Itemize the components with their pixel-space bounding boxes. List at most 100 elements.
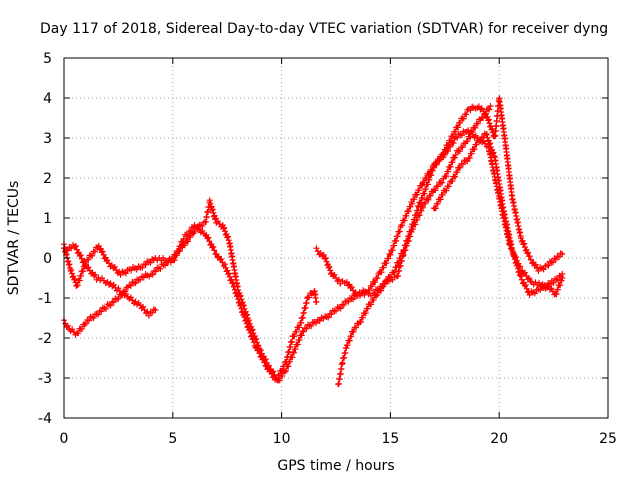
data-point <box>385 255 392 262</box>
data-point <box>328 311 335 318</box>
data-point <box>467 107 474 114</box>
data-point <box>485 117 492 124</box>
data-point <box>450 140 457 146</box>
data-point <box>531 290 538 297</box>
data-point <box>119 292 126 299</box>
data-point <box>72 243 79 250</box>
data-point <box>241 305 248 312</box>
data-point <box>107 302 114 309</box>
data-point <box>181 242 188 249</box>
data-point <box>274 376 281 383</box>
data-point <box>452 151 459 158</box>
data-point <box>298 332 305 339</box>
data-point <box>243 312 250 319</box>
data-point <box>296 336 303 343</box>
data-point <box>432 187 439 194</box>
y-axis-label: SDTVAR / TECUs <box>6 181 22 296</box>
data-point <box>281 363 288 370</box>
data-point <box>490 149 497 156</box>
data-point <box>162 262 169 269</box>
data-point <box>405 233 412 240</box>
data-point <box>391 242 398 249</box>
data-point <box>455 124 462 131</box>
data-point <box>439 179 446 186</box>
data-point <box>102 305 109 312</box>
series-track-2 <box>61 241 159 319</box>
data-point <box>348 284 355 291</box>
data-point <box>80 258 87 265</box>
data-point <box>128 267 135 274</box>
data-point <box>522 282 529 289</box>
data-point <box>526 275 533 282</box>
data-point <box>489 146 496 153</box>
data-point <box>132 280 139 287</box>
data-point <box>64 322 71 329</box>
plot-frame <box>63 57 609 419</box>
data-point <box>433 160 440 167</box>
y-tick-label: 5 <box>43 51 52 67</box>
data-point <box>320 251 327 258</box>
data-point <box>472 124 479 131</box>
data-point <box>265 362 272 369</box>
data-point <box>486 141 493 148</box>
data-point <box>535 267 542 274</box>
data-point <box>545 262 552 269</box>
data-point <box>402 242 409 249</box>
data-point <box>218 256 225 263</box>
data-point <box>521 240 528 247</box>
data-point <box>303 325 310 332</box>
data-point <box>137 276 144 283</box>
data-point <box>526 253 533 260</box>
data-point <box>291 333 298 340</box>
data-point <box>485 137 492 144</box>
data-point <box>440 151 447 158</box>
data-point <box>429 167 436 174</box>
data-point <box>486 120 493 127</box>
data-point <box>474 120 481 127</box>
y-tick-label: -3 <box>38 371 52 387</box>
data-point <box>383 260 390 267</box>
data-point <box>378 269 385 276</box>
data-point <box>313 299 320 305</box>
data-point <box>139 264 146 271</box>
data-point <box>99 248 106 255</box>
data-point <box>152 268 159 275</box>
data-point <box>405 208 412 215</box>
data-point <box>466 155 473 162</box>
data-point <box>486 106 493 113</box>
data-point <box>489 150 496 157</box>
data-point <box>225 237 232 244</box>
data-point <box>345 298 352 305</box>
data-point <box>340 302 347 309</box>
data-point <box>362 310 369 317</box>
data-point <box>540 266 547 273</box>
data-point <box>459 144 466 151</box>
data-point <box>484 134 491 141</box>
data-point <box>478 105 485 112</box>
data-point <box>394 233 401 240</box>
data-point <box>445 183 452 190</box>
data-point <box>149 309 156 316</box>
data-point <box>194 225 201 232</box>
data-point <box>359 314 366 321</box>
series-track-1 <box>61 127 566 384</box>
data-point <box>127 282 134 289</box>
data-point <box>449 159 456 166</box>
y-tick-labels: -4 -3 -2 -1 0 1 2 3 4 5 <box>38 51 52 427</box>
data-point <box>229 279 236 286</box>
data-point <box>165 259 172 266</box>
data-point <box>279 367 286 374</box>
data-point <box>459 161 466 168</box>
data-point <box>389 247 396 254</box>
y-tick-label: 4 <box>43 91 52 107</box>
data-point <box>549 259 556 266</box>
data-point <box>552 256 559 263</box>
data-point <box>426 176 433 183</box>
data-point <box>222 261 229 268</box>
data-point <box>75 330 82 337</box>
data-point <box>313 245 320 252</box>
data-point <box>401 217 408 224</box>
data-point <box>122 288 129 295</box>
data-point <box>111 263 118 270</box>
data-point <box>300 328 307 335</box>
